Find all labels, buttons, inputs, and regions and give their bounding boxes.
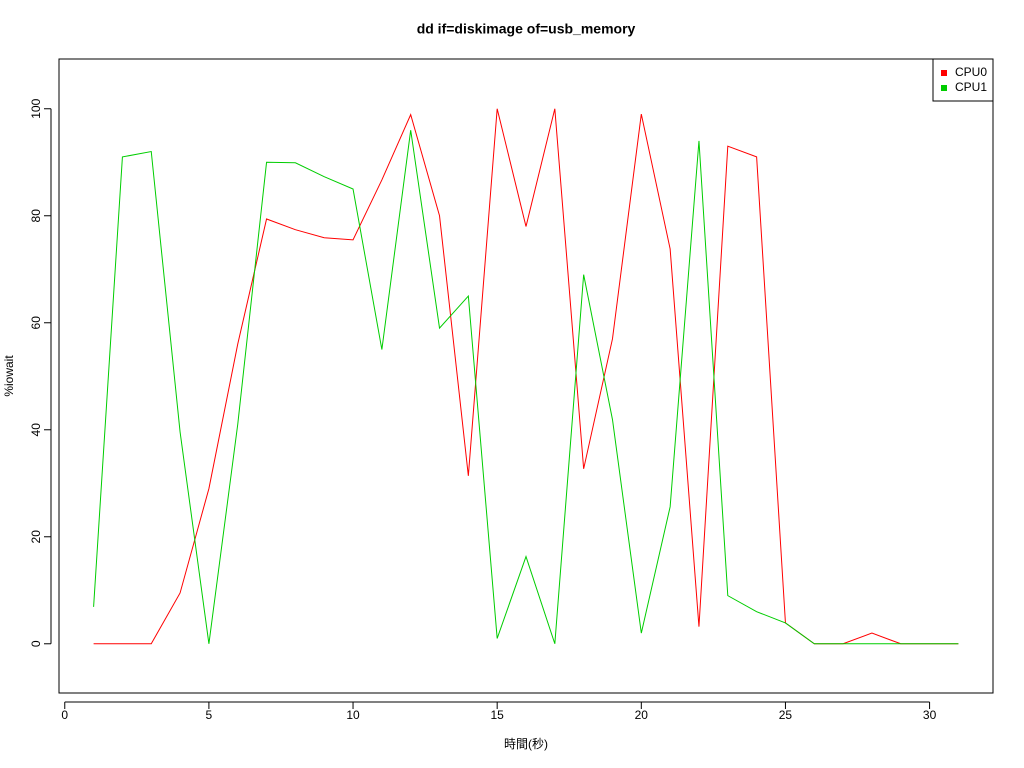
chart-title: dd if=diskimage of=usb_memory (417, 21, 636, 37)
y-tick-label: 0 (29, 640, 43, 647)
x-tick-label: 25 (779, 708, 793, 722)
y-tick-label: 20 (29, 530, 43, 544)
legend-swatch (941, 85, 947, 91)
legend-box (932, 58, 994, 102)
y-tick-label: 80 (29, 209, 43, 223)
x-axis-label: 時間(秒) (504, 737, 548, 751)
x-tick-label: 20 (635, 708, 649, 722)
y-tick-label: 40 (29, 423, 43, 437)
x-tick-label: 15 (490, 708, 504, 722)
y-tick-label: 100 (29, 98, 43, 118)
plot-frame (58, 58, 994, 694)
x-tick-label: 5 (206, 708, 213, 722)
x-tick-label: 30 (923, 708, 937, 722)
y-tick-label: 60 (29, 316, 43, 330)
legend-swatch (941, 70, 947, 76)
x-tick-label: 10 (346, 708, 360, 722)
legend-label: CPU1 (955, 80, 987, 94)
y-axis-label: %iowait (2, 355, 16, 397)
x-tick-label: 0 (61, 708, 68, 722)
series-line (93, 130, 959, 645)
legend-label: CPU0 (955, 65, 987, 79)
